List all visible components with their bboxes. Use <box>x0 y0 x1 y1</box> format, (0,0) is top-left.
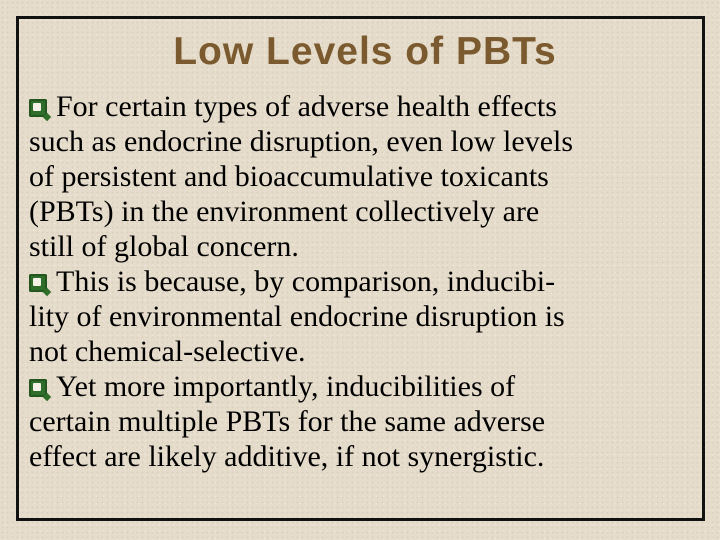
bullet-item: For certain types of adverse health effe… <box>29 89 699 264</box>
bullet-line: For certain types of adverse health effe… <box>56 90 557 123</box>
bullet-line: of persistent and bioaccumulative toxica… <box>29 160 549 193</box>
slide-title: Low Levels of PBTs <box>173 30 557 73</box>
bullet-item: This is because, by comparison, inducibi… <box>29 264 699 369</box>
bullet-line: such as endocrine disruption, even low l… <box>29 125 574 158</box>
bullet-line: This is because, by comparison, inducibi… <box>56 265 556 298</box>
bullet-line: certain multiple PBTs for the same adver… <box>29 405 546 438</box>
bullet-line: Yet more importantly, inducibilities of <box>56 370 516 403</box>
bullet-item: Yet more importantly, inducibilities of … <box>29 369 699 474</box>
bullet-line: not chemical-selective. <box>29 335 306 368</box>
checkbox-square-icon <box>29 99 47 118</box>
bullet-line: still of global concern. <box>29 230 299 263</box>
checkbox-square-icon <box>29 379 47 398</box>
checkbox-square-icon <box>29 274 47 293</box>
slide-frame <box>16 16 705 521</box>
bullet-line: (PBTs) in the environment collectively a… <box>29 195 540 228</box>
bullet-list: For certain types of adverse health effe… <box>29 89 699 474</box>
bullet-line: effect are likely additive, if not syner… <box>29 440 545 473</box>
bullet-line: lity of environmental endocrine disrupti… <box>29 300 565 333</box>
